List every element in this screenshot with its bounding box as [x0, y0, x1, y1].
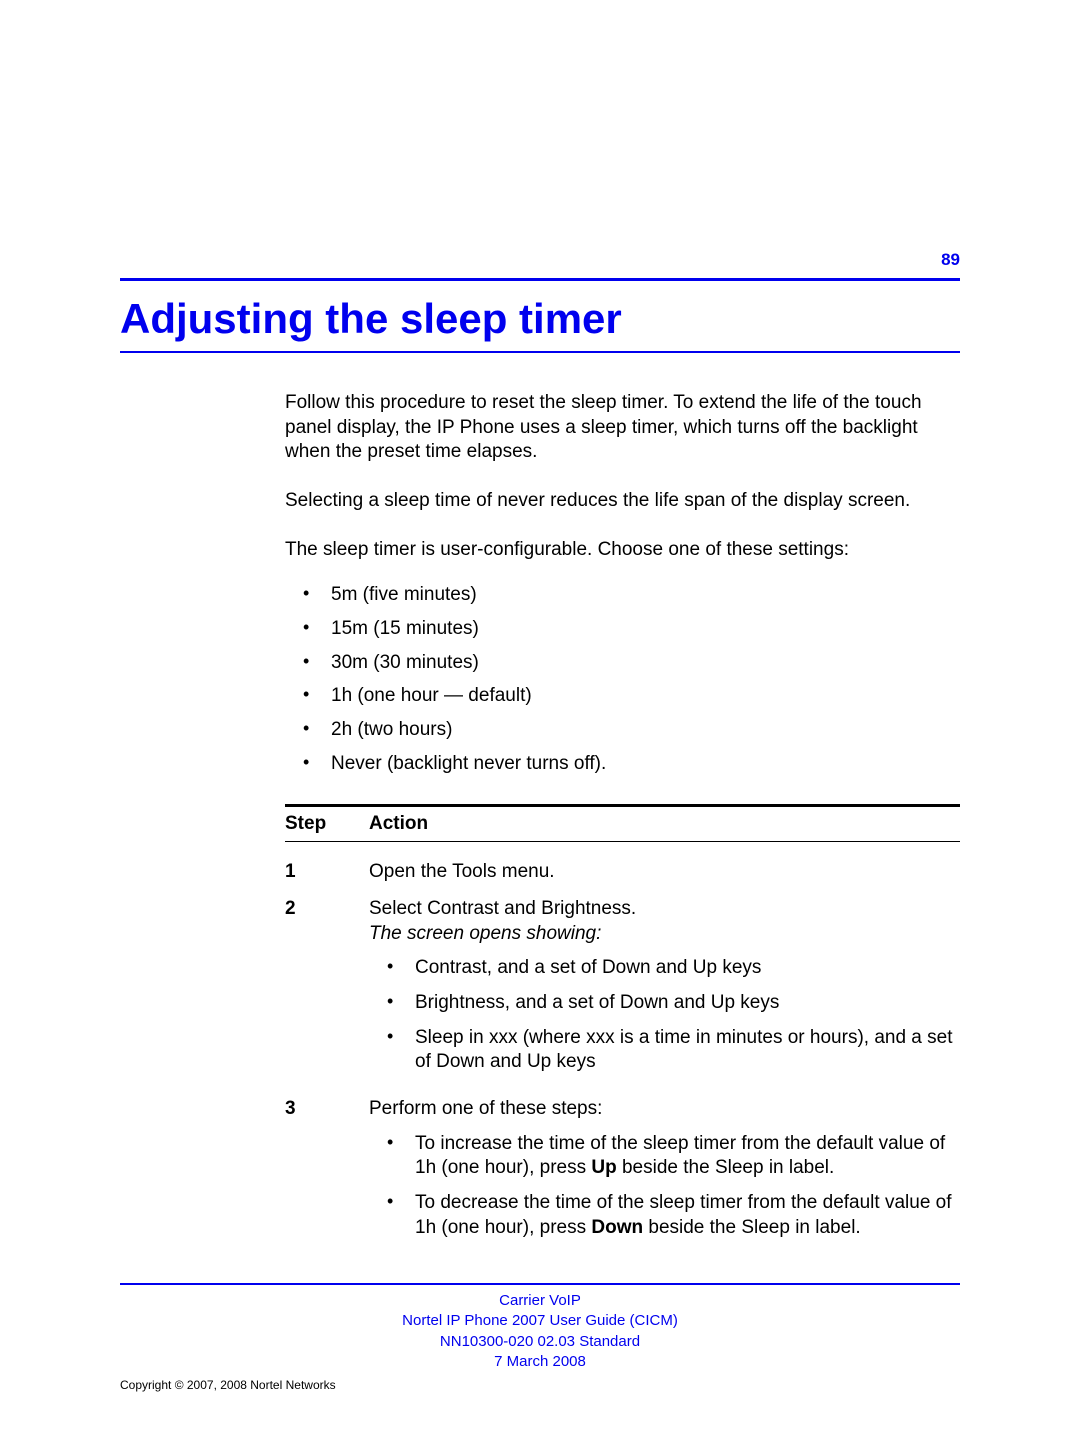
title-rule-bottom — [120, 351, 960, 353]
list-item: To decrease the time of the sleep timer … — [369, 1191, 960, 1240]
list-item: 30m (30 minutes) — [285, 650, 960, 676]
footer-line: NN10300-020 02.03 Standard — [120, 1332, 960, 1352]
step-table-rule-top — [285, 804, 960, 807]
step-row: 1 Open the Tools menu. — [285, 860, 960, 885]
step-note: The screen opens showing: — [369, 923, 601, 944]
step-sublist: To increase the time of the sleep timer … — [369, 1132, 960, 1241]
sub-bold: Up — [591, 1157, 616, 1178]
step-action-text: Select Contrast and Brightness. — [369, 898, 636, 919]
footer-line: 7 March 2008 — [120, 1352, 960, 1372]
step-number: 1 — [285, 860, 369, 885]
step-row: 3 Perform one of these steps: To increas… — [285, 1097, 960, 1250]
header-action: Action — [369, 813, 428, 835]
step-action: Perform one of these steps: To increase … — [369, 1097, 960, 1250]
header-step: Step — [285, 813, 369, 835]
step-action-text: Perform one of these steps: — [369, 1098, 602, 1119]
step-number: 2 — [285, 897, 369, 1085]
list-item: Never (backlight never turns off). — [285, 751, 960, 777]
copyright: Copyright © 2007, 2008 Nortel Networks — [120, 1378, 960, 1392]
step-table-rule-bottom — [285, 841, 960, 842]
steps-list: 1 Open the Tools menu. 2 Select Contrast… — [285, 860, 960, 1250]
list-item: 5m (five minutes) — [285, 582, 960, 608]
list-item: Contrast, and a set of Down and Up keys — [369, 956, 960, 981]
settings-list: 5m (five minutes) 15m (15 minutes) 30m (… — [285, 582, 960, 776]
intro-para-2: Selecting a sleep time of never reduces … — [285, 489, 960, 514]
step-number: 3 — [285, 1097, 369, 1250]
step-action: Select Contrast and Brightness. The scre… — [369, 897, 960, 1085]
body-column: Follow this procedure to reset the sleep… — [285, 391, 960, 1251]
list-item: Brightness, and a set of Down and Up key… — [369, 991, 960, 1016]
document-page: 89 Adjusting the sleep timer Follow this… — [0, 0, 1080, 1440]
footer-lines: Carrier VoIP Nortel IP Phone 2007 User G… — [120, 1291, 960, 1372]
step-action: Open the Tools menu. — [369, 860, 960, 885]
sub-bold: Down — [591, 1217, 643, 1238]
list-item: 15m (15 minutes) — [285, 616, 960, 642]
list-item: To increase the time of the sleep timer … — [369, 1132, 960, 1181]
list-item: 1h (one hour — default) — [285, 683, 960, 709]
step-table-header: Step Action — [285, 813, 960, 835]
list-item: Sleep in xxx (where xxx is a time in min… — [369, 1026, 960, 1075]
footer-rule — [120, 1283, 960, 1285]
list-item: 2h (two hours) — [285, 717, 960, 743]
intro-para-3: The sleep timer is user-configurable. Ch… — [285, 538, 960, 563]
page-footer: Carrier VoIP Nortel IP Phone 2007 User G… — [120, 1283, 960, 1392]
page-title: Adjusting the sleep timer — [120, 295, 960, 343]
page-number: 89 — [120, 250, 960, 270]
sub-post: beside the Sleep in label. — [643, 1217, 861, 1238]
footer-line: Nortel IP Phone 2007 User Guide (CICM) — [120, 1311, 960, 1331]
intro-para-1: Follow this procedure to reset the sleep… — [285, 391, 960, 465]
step-row: 2 Select Contrast and Brightness. The sc… — [285, 897, 960, 1085]
sub-post: beside the Sleep in label. — [617, 1157, 835, 1178]
footer-line: Carrier VoIP — [120, 1291, 960, 1311]
step-sublist: Contrast, and a set of Down and Up keys … — [369, 956, 960, 1075]
title-rule-top — [120, 278, 960, 281]
